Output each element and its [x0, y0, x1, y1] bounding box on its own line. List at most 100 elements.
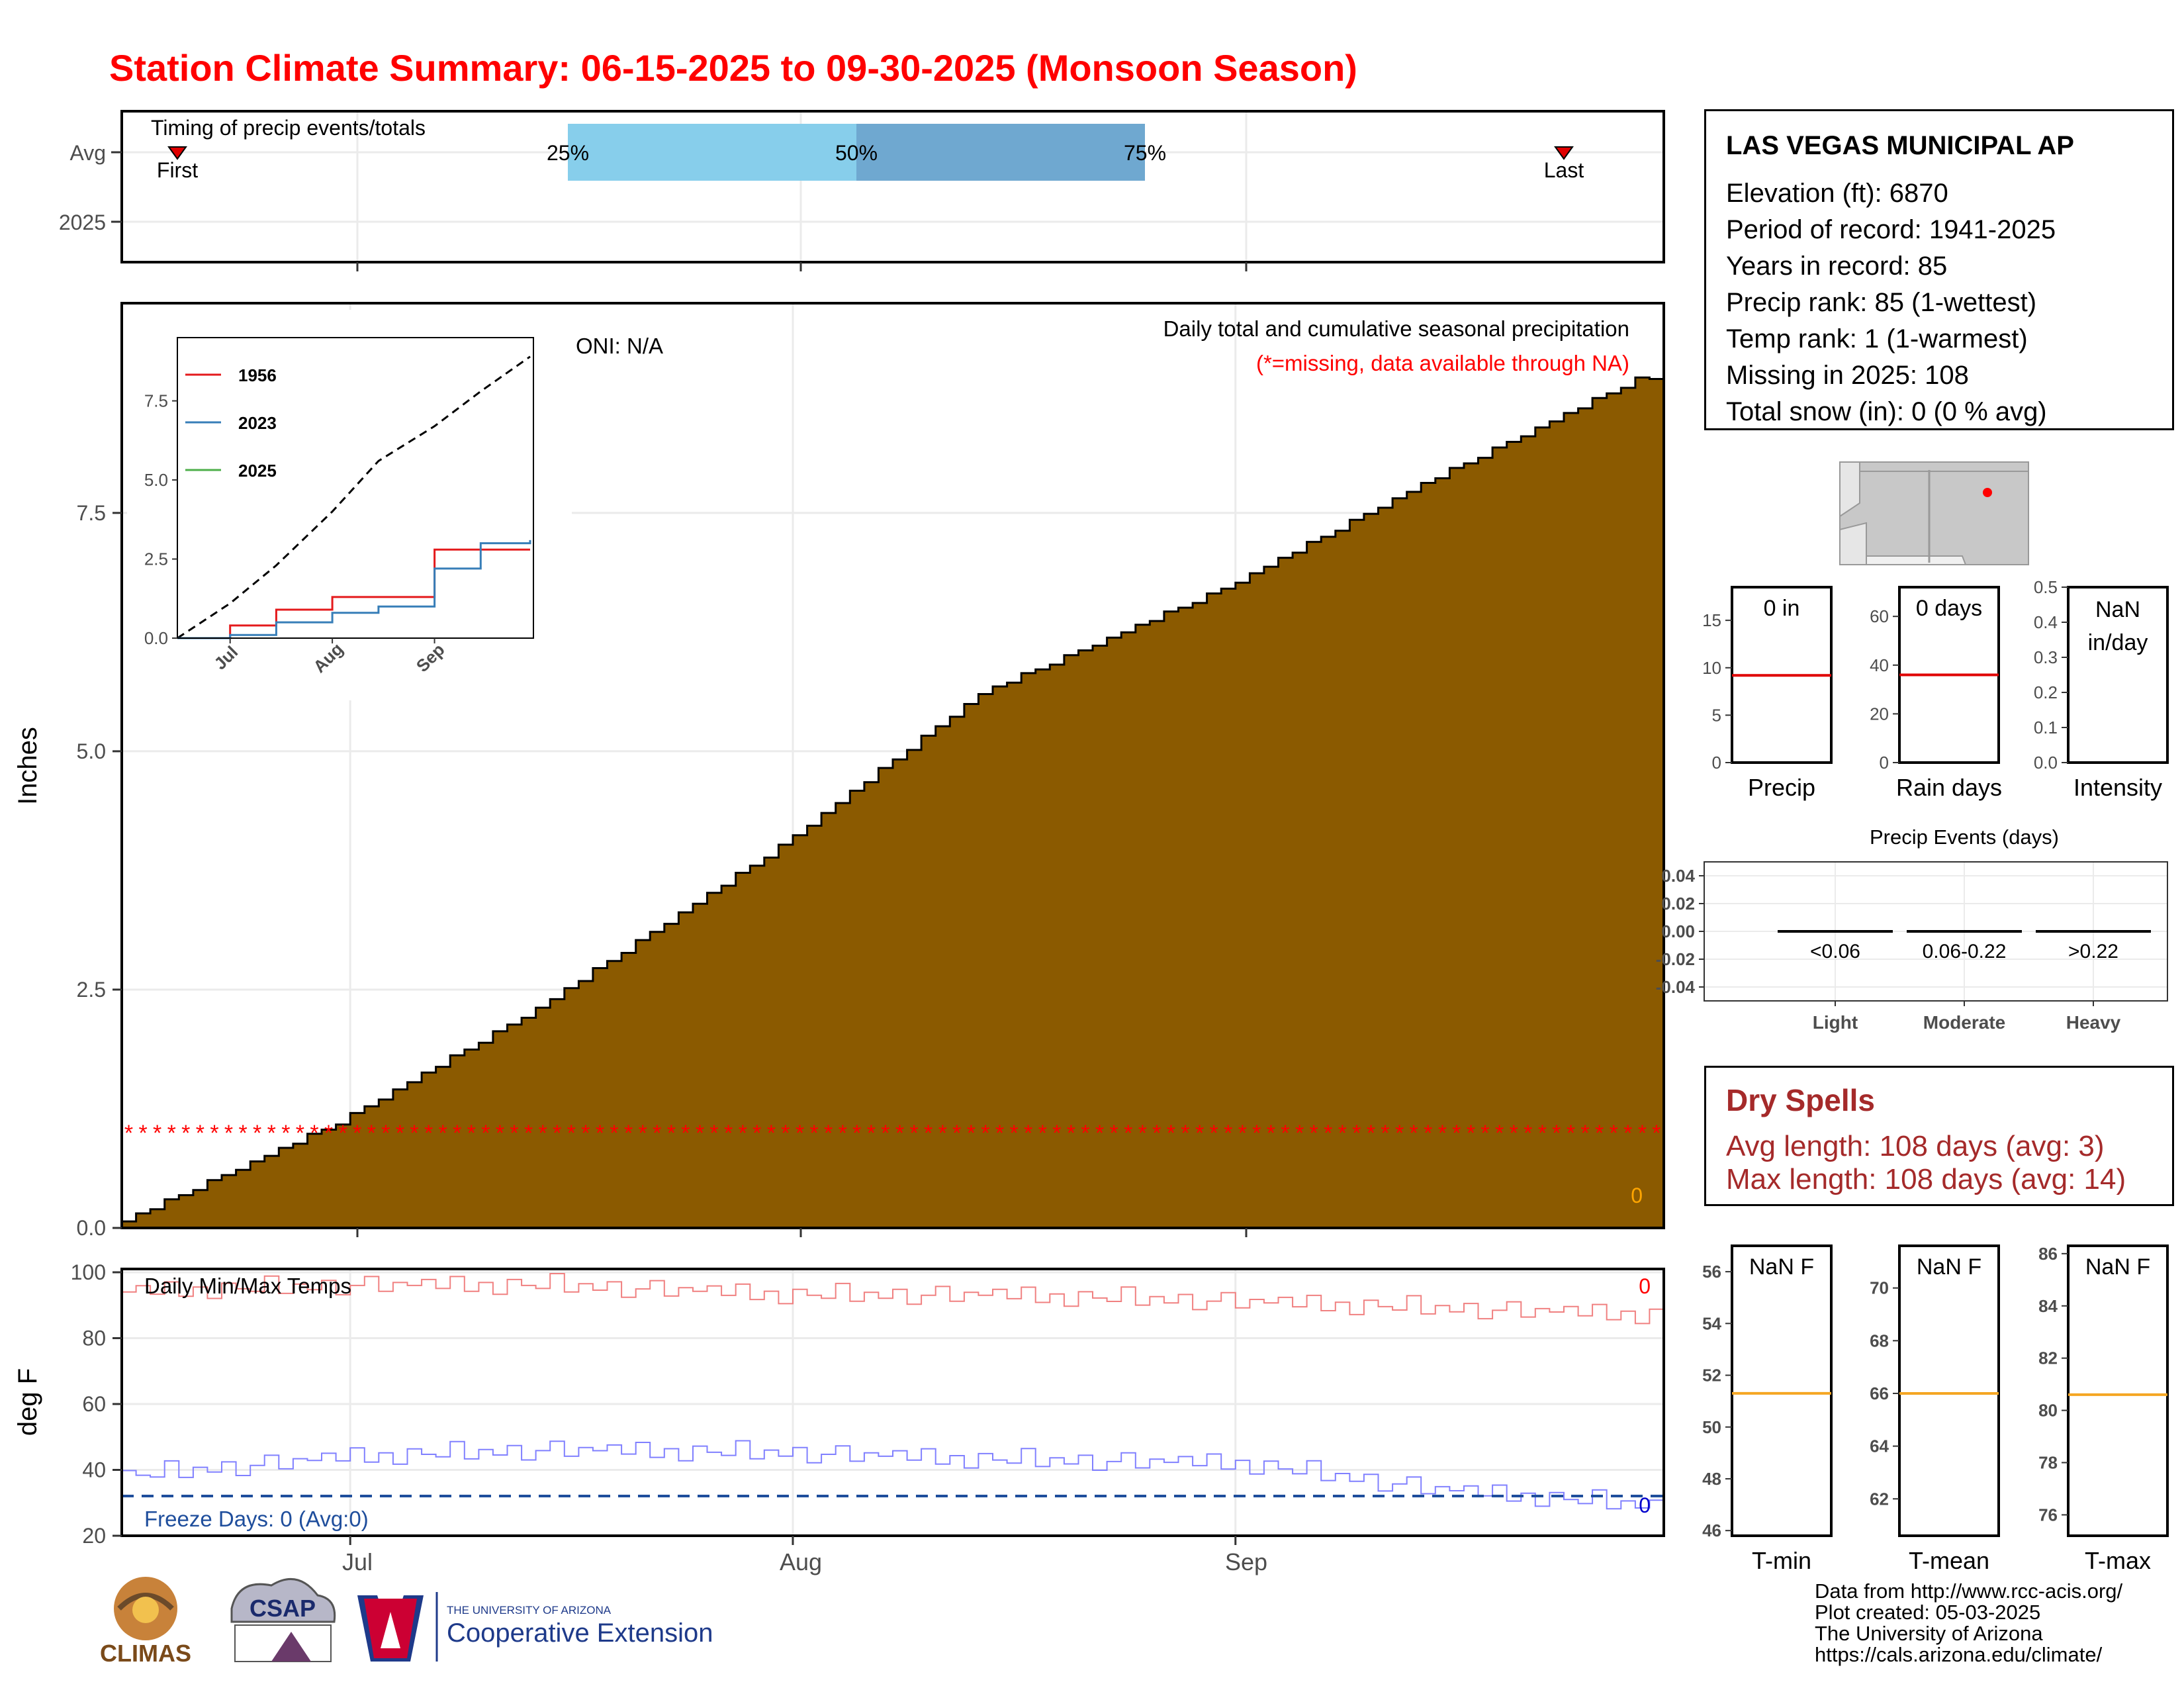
gauge-tick-label: 20 [1870, 704, 1889, 724]
gauge-label: Intensity [2073, 774, 2162, 801]
csap-text: CSAP [250, 1595, 316, 1622]
missing-marker: * [253, 1121, 261, 1146]
events-title: Precip Events (days) [1870, 825, 2059, 849]
missing-marker: * [867, 1121, 876, 1146]
inset-legend-label: 2025 [238, 461, 277, 481]
events-ytick-label: 0.00 [1661, 921, 1695, 941]
map-region [1839, 461, 1860, 518]
gauge-label: Precip [1748, 774, 1815, 801]
footer-line: Data from http://www.rcc-acis.org/ [1815, 1579, 2123, 1603]
temp-gauge-value: NaN F [1917, 1254, 1981, 1280]
station-info-box: LAS VEGAS MUNICIPAL AP Elevation (ft): 6… [1704, 109, 2174, 430]
gauge-tick-label: 60 [1870, 606, 1889, 626]
cumulative-precip-area [120, 376, 1665, 1229]
missing-marker: * [1552, 1121, 1561, 1146]
missing-marker: * [1052, 1121, 1061, 1146]
last-label: Last [1544, 158, 1584, 182]
station-name: LAS VEGAS MUNICIPAL AP [1726, 131, 2074, 160]
station-info-line: Elevation (ft): 6870 [1726, 179, 1948, 208]
month-label-aug: Aug [780, 1548, 822, 1575]
events-ytick-label: -0.04 [1656, 977, 1696, 997]
missing-marker: * [1524, 1121, 1532, 1146]
missing-marker: * [1467, 1121, 1475, 1146]
missing-marker: * [353, 1121, 361, 1146]
missing-marker: * [839, 1121, 847, 1146]
temp-gauge-label: T-max [2085, 1547, 2151, 1574]
station-info-line: Precip rank: 85 (1-wettest) [1726, 288, 2037, 317]
station-info-line: Years in record: 85 [1726, 252, 1948, 281]
temp-gauge-tick-label: 48 [1702, 1469, 1721, 1489]
missing-marker: * [238, 1121, 247, 1146]
temp-gauge-tick-label: 50 [1702, 1417, 1721, 1437]
dry-spells-box: Dry Spells Avg length: 108 days (avg: 3)… [1704, 1066, 2174, 1206]
missing-marker: * [852, 1121, 861, 1146]
inset-ytick-label: 0.0 [144, 628, 168, 648]
missing-marker: * [124, 1121, 133, 1146]
temp-gauge-tick-label: 68 [1870, 1331, 1889, 1350]
missing-marker: * [338, 1121, 347, 1146]
missing-marker: * [1109, 1121, 1118, 1146]
missing-marker: * [1009, 1121, 1018, 1146]
gauge-value: NaN [2095, 597, 2140, 622]
inset-ytick-label: 7.5 [144, 391, 168, 411]
events-axes: <0.06 Light 0.06-0.22 Moderate >0.22 Heavy 0.0… [1656, 866, 2151, 1033]
missing-marker: * [1367, 1121, 1375, 1146]
precip-frame [120, 302, 1665, 1229]
temp-gauge-tick-label: 84 [2038, 1296, 2058, 1316]
missing-marker: * [809, 1121, 818, 1146]
precip-events-panel: Precip Events (days) <0.06 Light 0.06-0.22… [1656, 825, 2168, 1033]
missing-marker: * [181, 1121, 190, 1146]
footer-credits: Data from http://www.rcc-acis.org/ Plot … [1815, 1581, 2122, 1665]
precip-ytick-label: 0.0 [77, 1216, 106, 1240]
missing-marker: * [1095, 1121, 1104, 1146]
missing-marker: * [1167, 1121, 1175, 1146]
events-range-label: 0.06-0.22 [1923, 941, 2007, 962]
temp-gauge-tick-label: 78 [2038, 1453, 2058, 1473]
missing-marker: * [453, 1121, 461, 1146]
precip-ytick-label: 2.5 [77, 978, 106, 1002]
missing-marker: * [1267, 1121, 1275, 1146]
gauge-tick-label: 40 [1870, 655, 1889, 675]
climas-text: CLIMAS [100, 1640, 191, 1667]
precip-current-total: 0 [1631, 1184, 1643, 1207]
missing-marker: * [1124, 1121, 1132, 1146]
missing-markers: * * * * * * * * * * * * * * * * * * * * * * * * * * * * * * * * * * * * * * * *… [124, 1121, 1661, 1146]
missing-marker: * [1567, 1121, 1575, 1146]
missing-marker: * [1252, 1121, 1261, 1146]
missing-marker: * [396, 1121, 404, 1146]
missing-marker: * [581, 1121, 590, 1146]
inset-legend-label: 1956 [238, 365, 277, 385]
missing-marker: * [1338, 1121, 1347, 1146]
missing-marker: * [424, 1121, 433, 1146]
gauge-tick-label: 0.2 [2034, 682, 2058, 702]
missing-marker: * [1452, 1121, 1461, 1146]
logos: CLIMAS CSAP THE UNIVERSITY OF ARIZONA Co… [100, 1577, 713, 1667]
missing-marker: * [524, 1121, 533, 1146]
temp-gauge-label: T-mean [1909, 1547, 1989, 1574]
missing-marker: * [1195, 1121, 1204, 1146]
events-ytick-label: 0.04 [1661, 866, 1695, 886]
gauge-tick-label: 5 [1712, 705, 1721, 725]
timing-panel: Timing of precip events/totals 25% 50% 7… [59, 110, 1665, 271]
missing-marker: * [481, 1121, 490, 1146]
missing-marker: * [653, 1121, 661, 1146]
temp-gauge-tick-label: 64 [1870, 1436, 1889, 1456]
gauge-value: in/day [2088, 630, 2148, 655]
missing-marker: * [138, 1121, 147, 1146]
station-location-icon [1983, 488, 1992, 497]
temp-gauge-tick-label: 62 [1870, 1489, 1889, 1509]
inset-background [127, 310, 572, 700]
temp-frame [120, 1268, 1665, 1537]
missing-marker: * [381, 1121, 390, 1146]
missing-marker: * [296, 1121, 304, 1146]
max-temp-count: 0 [1639, 1274, 1651, 1298]
timing-row-avg: Avg [69, 141, 106, 165]
temp-gauge-tick-label: 86 [2038, 1244, 2058, 1264]
missing-marker: * [1395, 1121, 1404, 1146]
inset-avg-line [177, 355, 531, 639]
missing-marker: * [1324, 1121, 1332, 1146]
timing-pct-50: 50% [835, 141, 878, 165]
oni-label: ONI: N/A [576, 334, 663, 358]
